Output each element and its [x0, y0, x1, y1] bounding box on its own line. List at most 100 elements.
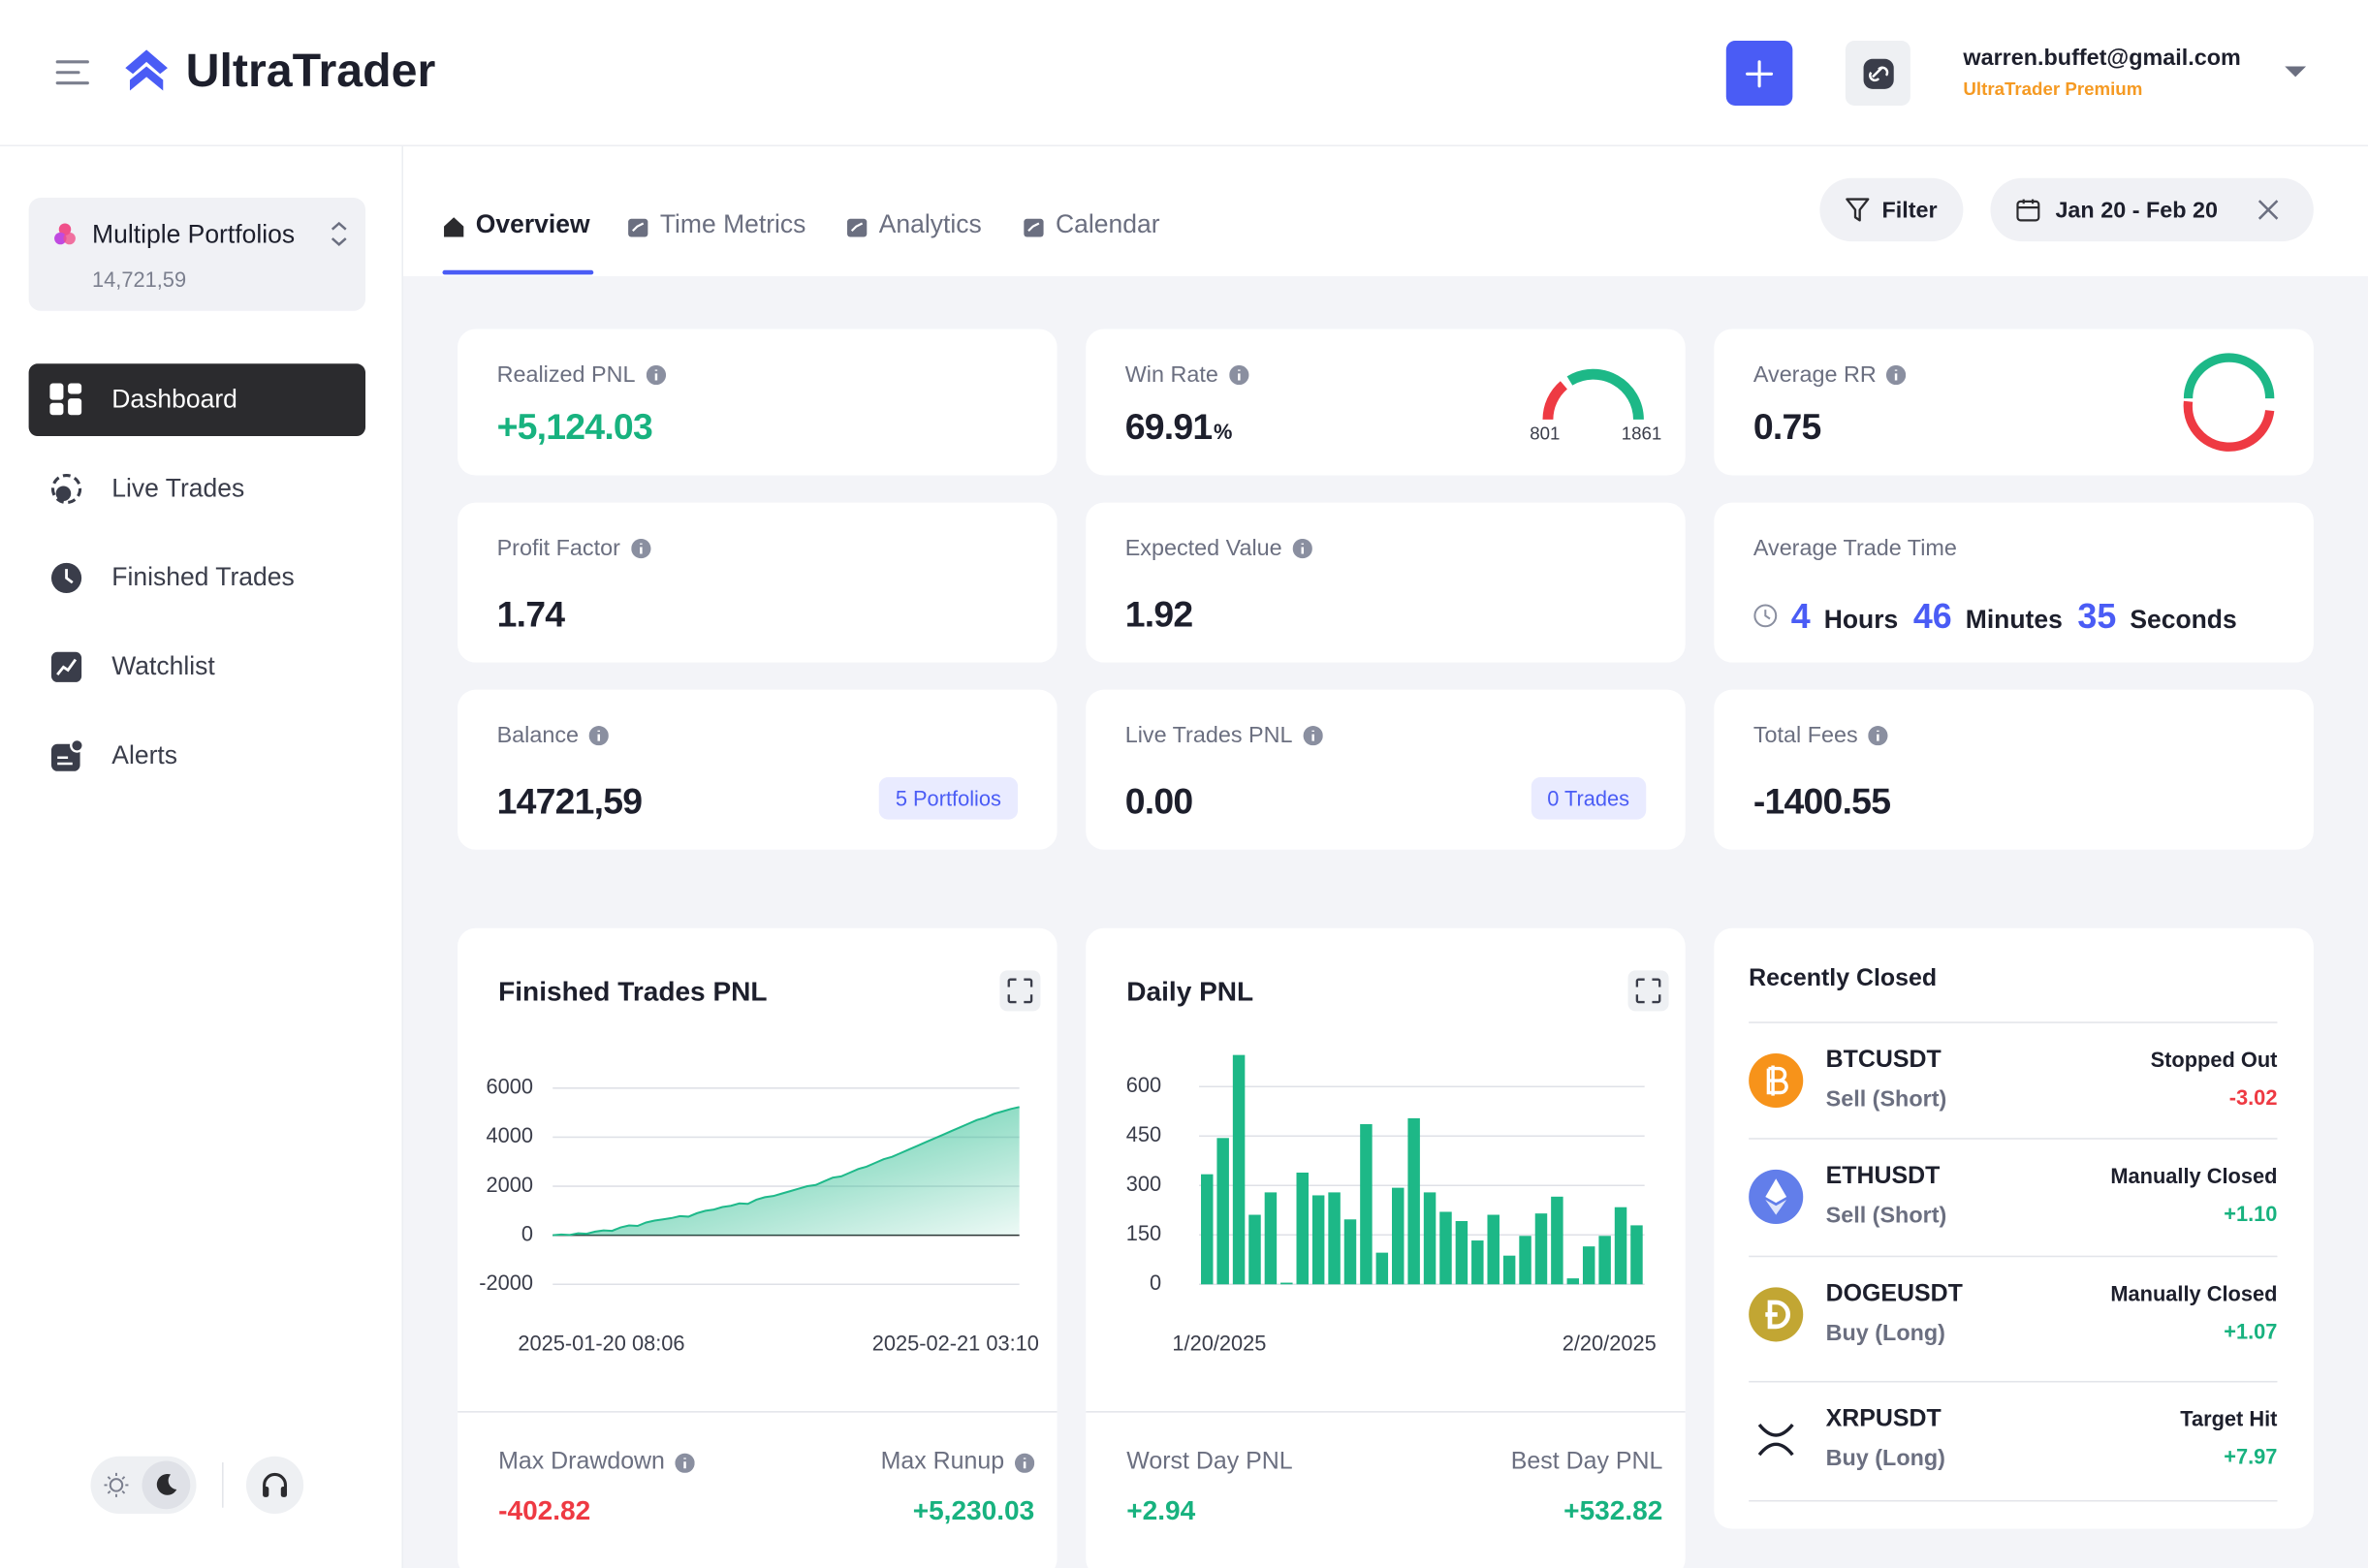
duration-value: 4 — [1790, 596, 1811, 636]
support-button[interactable] — [245, 1456, 304, 1514]
headset — [263, 1473, 288, 1489]
value-text: 14721,59 — [496, 781, 644, 823]
card-label-row: Win Rate — [1125, 362, 1248, 388]
card-value: 0.75 — [1753, 407, 1821, 450]
stat-card: Balance 14721,59 5 Portfolios — [458, 689, 1058, 850]
nav-icon — [50, 473, 82, 505]
icon-part — [49, 402, 64, 416]
duration-unit: Minutes — [1965, 605, 2063, 635]
stat-label-row: Max Runup — [881, 1449, 1035, 1476]
dot — [58, 223, 72, 235]
nav-item[interactable]: Dashboard — [28, 363, 366, 437]
tab-underline — [442, 269, 594, 275]
icon-part — [847, 218, 868, 237]
chart-card: Finished Trades PNL 6000 4000 2000 0 -2000 202… — [458, 927, 1058, 1568]
nav-item[interactable]: Watchlist — [29, 631, 365, 704]
trade-status: Manually Closed — [2110, 1281, 2278, 1306]
trade-pnl: +1.07 — [2224, 1319, 2278, 1343]
panel-title: Recently Closed — [1749, 965, 1938, 992]
value-text: 69.91 — [1124, 407, 1213, 449]
trade-pnl: +1.10 — [2224, 1201, 2278, 1226]
icon-part — [50, 473, 82, 505]
card-value: 14721,59 — [496, 781, 644, 825]
trade-row[interactable]: BTCUSDT Sell (Short) Stopped Out -3.02 — [1714, 1021, 2314, 1139]
nav-icon — [50, 737, 84, 771]
x-tick-label: 2/20/2025 — [1563, 1331, 1657, 1355]
trade-row[interactable]: XRPUSDT Buy (Long) Target Hit +7.97 — [1714, 1381, 2314, 1498]
trade-symbol: ETHUSDT — [1825, 1163, 1941, 1190]
menu-bar — [55, 81, 89, 85]
tab[interactable]: Calendar — [1023, 209, 1160, 276]
trade-pnl: -3.02 — [2228, 1084, 2278, 1110]
x-tick-label: 1/20/2025 — [1172, 1331, 1266, 1355]
stat-label-row: Worst Day PNL — [1126, 1449, 1292, 1476]
card-label-row: Expected Value — [1125, 536, 1312, 561]
gauge-label: 801 — [1530, 423, 1560, 443]
card-value: 69.91% — [1124, 407, 1233, 450]
clock-icon — [1753, 604, 1778, 628]
tab-icon — [628, 218, 648, 237]
nav-item[interactable]: Live Trades — [29, 453, 365, 525]
expand-button[interactable] — [999, 970, 1041, 1012]
nav-label: Dashboard — [111, 385, 237, 414]
filter-icon — [1846, 197, 1870, 221]
card-label-row: Profit Factor — [497, 536, 651, 561]
coin-icon — [1749, 1052, 1804, 1109]
coin-glyph — [1765, 1200, 1787, 1215]
link-button[interactable] — [1845, 41, 1910, 107]
card-value: -1400.55 — [1753, 782, 1891, 825]
card-label: Average Trade Time — [1752, 535, 1957, 562]
card-badge[interactable]: 5 Portfolios — [878, 777, 1019, 820]
trade-side: Buy (Long) — [1825, 1445, 1945, 1472]
tab-icon — [1024, 218, 1044, 237]
tab[interactable]: Analytics — [845, 209, 982, 276]
portfolio-icon — [54, 223, 76, 245]
stat-card: Expected Value 1.92 — [1086, 502, 1686, 663]
nav-item[interactable]: Alerts — [29, 720, 365, 793]
tab[interactable]: Overview — [442, 209, 594, 276]
x-tick-label: 2025-01-20 08:06 — [518, 1331, 684, 1355]
support-icon — [263, 1473, 288, 1497]
info-icon — [1868, 726, 1888, 746]
portfolio-selector[interactable]: Multiple Portfolios 14,721,59 — [28, 198, 366, 311]
theme-toggle[interactable] — [90, 1456, 197, 1514]
bar — [1566, 1278, 1580, 1285]
icon-part — [632, 222, 645, 233]
add-button[interactable] — [1725, 41, 1793, 107]
divider — [222, 1462, 224, 1508]
duration-row: 4 Hours 46 Minutes 35 Seconds — [1753, 596, 2238, 637]
tab-icon — [444, 217, 464, 237]
tab[interactable]: Time Metrics — [627, 209, 806, 276]
clear-date — [2257, 200, 2279, 220]
trade-side: Sell (Short) — [1825, 1203, 1947, 1229]
filter-button[interactable]: Filter — [1819, 177, 1964, 242]
trade-row[interactable]: DOGEUSDT Buy (Long) Manually Closed +1.07 — [1714, 1256, 2314, 1373]
card-label-row: Live Trades PNL — [1125, 723, 1323, 748]
tab-label: Time Metrics — [659, 209, 806, 239]
cal — [2017, 199, 2039, 209]
trade-row[interactable]: ETHUSDT Sell (Short) Manually Closed +1.10 — [1714, 1138, 2314, 1255]
logo — [125, 49, 168, 91]
card-value: 1.92 — [1125, 595, 1193, 638]
card-badge[interactable]: 0 Trades — [1531, 777, 1647, 820]
account-menu — [2285, 66, 2307, 78]
coin-icon — [1749, 1169, 1804, 1224]
bar — [1487, 1214, 1500, 1285]
date-range[interactable]: Jan 20 - Feb 20 — [1990, 177, 2314, 242]
card-label: Average RR — [1752, 361, 1877, 389]
chart: 6000 4000 2000 0 -2000 2025-01-20 08:06 2025-0… — [479, 1075, 1039, 1356]
card-label-row: Balance — [497, 723, 610, 748]
nav-label: Alerts — [111, 740, 178, 770]
tab-icon — [847, 218, 868, 237]
bar — [1360, 1124, 1373, 1285]
coin-glyph — [1757, 1423, 1794, 1457]
moon — [156, 1473, 177, 1495]
trade-pnl: +7.97 — [2224, 1444, 2278, 1469]
expand-button[interactable] — [1627, 970, 1669, 1012]
tab-label: Overview — [475, 209, 590, 239]
trade-status: Stopped Out — [2150, 1047, 2278, 1072]
info-icon — [675, 1452, 696, 1473]
nav-item[interactable]: Finished Trades — [29, 542, 365, 614]
bar — [1614, 1207, 1627, 1285]
